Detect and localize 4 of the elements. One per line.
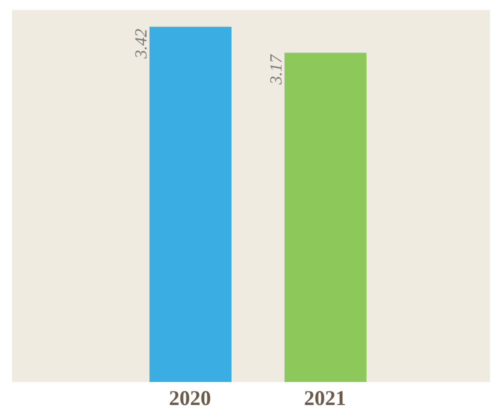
x-tick-label: 2020 <box>169 386 211 410</box>
data-label: 3.17 <box>266 53 286 86</box>
x-tick-label: 2021 <box>304 386 346 410</box>
data-label: 3.42 <box>132 28 150 60</box>
